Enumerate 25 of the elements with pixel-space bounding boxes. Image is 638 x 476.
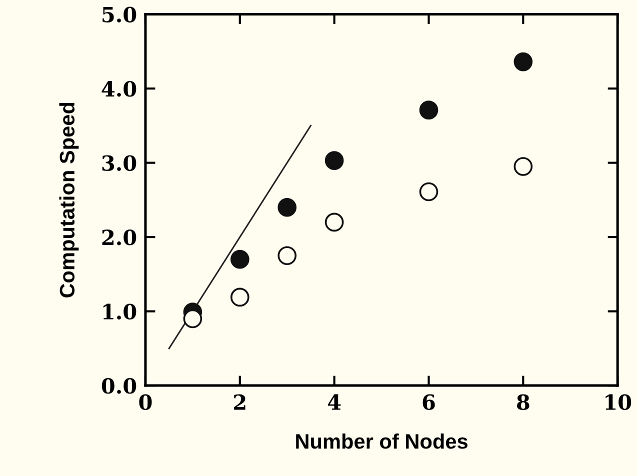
x-tick-label: 2 <box>234 394 246 410</box>
point <box>419 182 438 202</box>
x-tick-label: 4 <box>328 394 341 410</box>
x-tick-label: 8 <box>516 394 530 410</box>
point <box>324 212 344 232</box>
x-tick-label: 10 <box>606 394 632 410</box>
y-axis-title: Computation Speed <box>59 102 79 298</box>
point <box>183 309 202 328</box>
x-tick-label: 0 <box>139 394 152 410</box>
point <box>419 100 438 120</box>
x-axis-title: Number of Nodes <box>296 434 468 449</box>
x-tick-label: 6 <box>422 394 435 410</box>
point <box>230 250 250 269</box>
point <box>230 288 250 307</box>
y-tick-label: 5.0 <box>102 6 136 22</box>
y-tick-label: 1.0 <box>103 304 136 320</box>
y-tick-label: 0.0 <box>102 378 136 394</box>
point <box>324 151 344 170</box>
point <box>514 52 533 72</box>
point <box>278 246 297 266</box>
y-tick-label: 4.0 <box>102 80 136 97</box>
y-tick-label: 2.0 <box>102 230 136 246</box>
point <box>514 157 533 176</box>
point <box>278 198 297 217</box>
y-tick-label: 3.0 <box>102 155 136 172</box>
